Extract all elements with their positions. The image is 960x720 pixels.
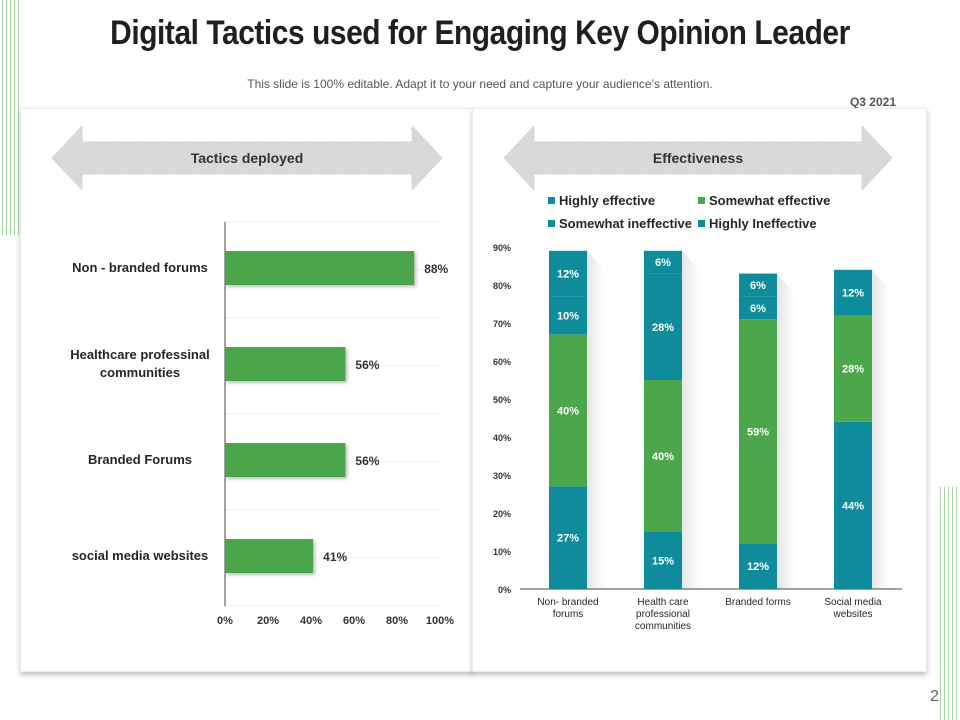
data-label: 12%: [747, 561, 769, 573]
y-tick-label: 40%: [493, 433, 511, 443]
bar-segment: [644, 273, 682, 380]
category-label: communities: [635, 621, 691, 632]
data-label: 28%: [652, 322, 674, 334]
column-shadow: [682, 250, 700, 590]
bar: [225, 539, 314, 573]
double-arrow-icon: [504, 126, 892, 190]
bar-segment: [739, 296, 777, 320]
legend-swatch: [548, 220, 555, 227]
y-tick-label: 20%: [493, 509, 511, 519]
category-label: professional: [636, 609, 690, 620]
legend-label: Somewhat ineffective: [559, 216, 692, 231]
data-label: 6%: [750, 303, 766, 315]
legend-label: Somewhat effective: [709, 193, 831, 208]
legend-label: Highly Ineffective: [709, 216, 817, 231]
double-arrow-icon: [52, 126, 442, 190]
legend-swatch: [698, 197, 705, 204]
bar-segment: [739, 273, 777, 297]
y-tick-label: 10%: [493, 547, 511, 557]
slide-title: Digital Tactics used for Engaging Key Op…: [110, 14, 850, 52]
bar-segment: [834, 421, 872, 589]
data-label: 88%: [424, 262, 448, 276]
y-tick-label: 80%: [493, 281, 511, 291]
data-label: 15%: [652, 556, 674, 568]
legend-swatch: [548, 197, 555, 204]
effectiveness-banner: Effectiveness: [504, 126, 892, 190]
data-label: 6%: [750, 280, 766, 292]
category-label: Non- branded: [537, 597, 598, 608]
page-number: 2: [930, 688, 939, 705]
data-label: 56%: [355, 454, 379, 468]
bar-segment: [739, 319, 777, 544]
data-label: 6%: [655, 257, 671, 269]
y-tick-label: 50%: [493, 395, 511, 405]
slide-subtitle: This slide is 100% editable. Adapt it to…: [247, 77, 713, 91]
legend-item-somewhat-effective: Somewhat effective: [698, 193, 830, 208]
data-label: 10%: [557, 310, 579, 322]
legend-item-somewhat-ineffective: Somewhat ineffective: [548, 216, 692, 231]
y-tick-label: 70%: [493, 319, 511, 329]
category-label: Social media: [824, 597, 882, 608]
data-label: 12%: [842, 288, 864, 300]
bar-segment: [549, 334, 587, 487]
x-tick-label: 60%: [343, 615, 365, 627]
x-tick-label: 100%: [426, 615, 454, 627]
data-label: 56%: [355, 358, 379, 372]
x-tick-label: 40%: [300, 615, 322, 627]
x-tick-label: 80%: [386, 615, 408, 627]
category-label: social media websites: [72, 548, 209, 563]
bar-segment: [549, 296, 587, 335]
legend-item-highly-effective: Highly effective: [548, 193, 655, 208]
y-tick-label: 60%: [493, 357, 511, 367]
decorative-lines-left: [2, 0, 19, 235]
data-label: 44%: [842, 500, 864, 512]
category-label: Branded Forums: [88, 452, 192, 467]
legend-item-highly-ineffective: Highly Ineffective: [698, 216, 817, 231]
data-label: 28%: [842, 364, 864, 376]
y-tick-label: 90%: [493, 243, 511, 253]
x-tick-label: 20%: [257, 615, 279, 627]
bar-segment: [834, 315, 872, 422]
bar-segment: [834, 269, 872, 316]
data-label: 40%: [557, 405, 579, 417]
bar-segment: [644, 380, 682, 532]
category-label: Healthcare professinal: [70, 347, 209, 362]
category-label: Non - branded forums: [72, 260, 208, 275]
y-tick-label: 0%: [498, 585, 511, 595]
data-label: 41%: [323, 550, 347, 564]
bar-segment: [644, 532, 682, 589]
tactics-panel: [20, 108, 474, 672]
category-label: forums: [553, 609, 584, 620]
bar: [225, 347, 346, 381]
column-shadow: [872, 269, 890, 589]
category-label: Branded forms: [725, 597, 791, 608]
bar-segment: [549, 250, 587, 297]
y-tick-label: 30%: [493, 471, 511, 481]
tactics-banner: Tactics deployed: [52, 126, 442, 190]
legend-swatch: [698, 220, 705, 227]
tactics-banner-label: Tactics deployed: [190, 150, 304, 166]
category-label: communities: [100, 365, 180, 380]
column-shadow: [587, 250, 605, 590]
bar: [225, 251, 415, 285]
data-label: 59%: [747, 426, 769, 438]
data-label: 12%: [557, 269, 579, 281]
legend-label: Highly effective: [559, 193, 656, 208]
period-label: Q3 2021: [849, 95, 896, 109]
category-label: Health care: [637, 597, 689, 608]
effectiveness-banner-label: Effectiveness: [652, 150, 744, 166]
decorative-lines-right: [940, 487, 957, 720]
bar-segment: [644, 250, 682, 274]
bar-segment: [739, 543, 777, 589]
category-label: websites: [833, 609, 873, 620]
x-tick-label: 0%: [217, 615, 233, 627]
column-shadow: [777, 273, 795, 589]
data-label: 40%: [652, 451, 674, 463]
bar-segment: [549, 486, 587, 589]
data-label: 27%: [557, 533, 579, 545]
bar: [225, 443, 346, 477]
